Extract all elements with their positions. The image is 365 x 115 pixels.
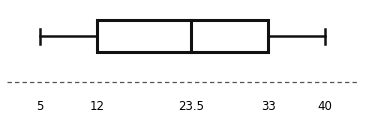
Text: 5: 5	[36, 99, 43, 112]
Text: 12: 12	[89, 99, 104, 112]
Text: 33: 33	[261, 99, 276, 112]
FancyBboxPatch shape	[97, 21, 268, 53]
Text: 40: 40	[318, 99, 333, 112]
Text: 23.5: 23.5	[178, 99, 204, 112]
